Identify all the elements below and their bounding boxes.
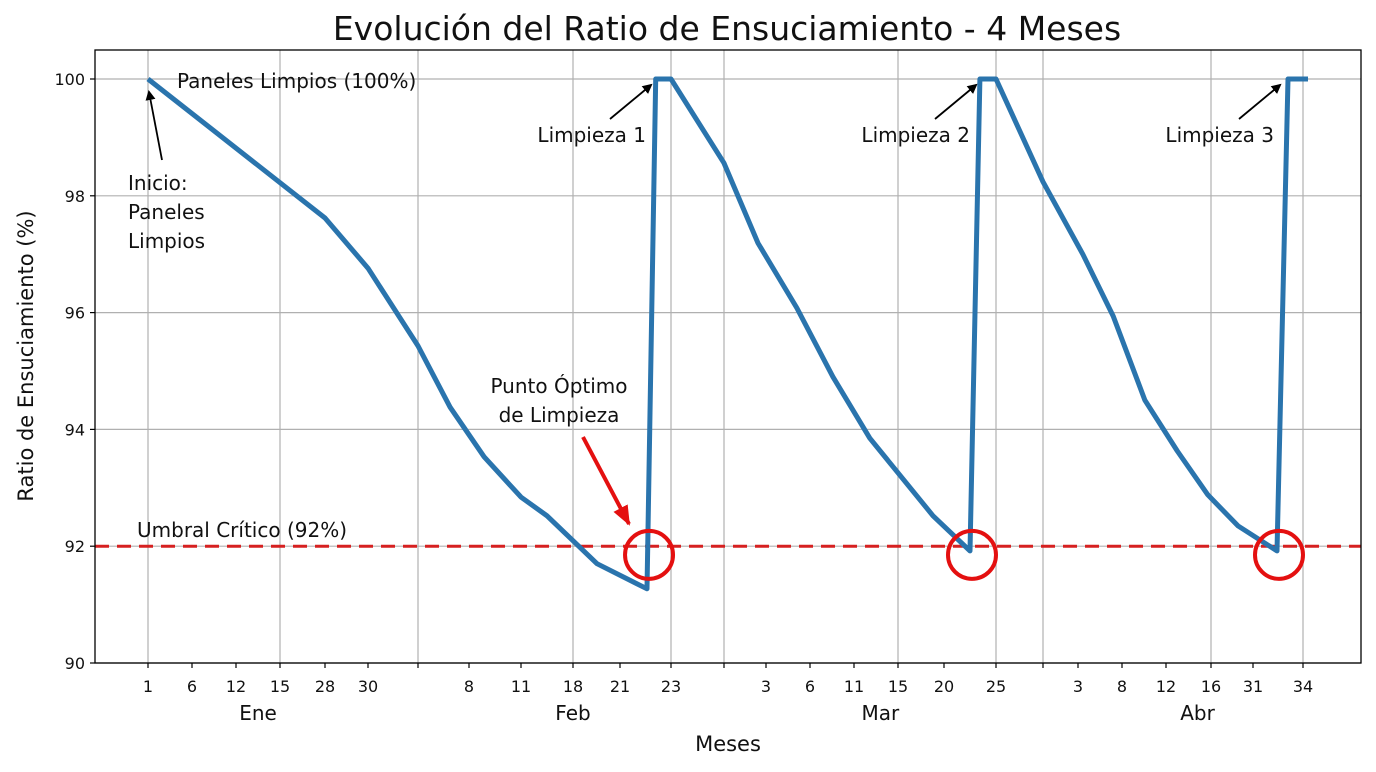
y-tick-label: 98: [65, 187, 85, 206]
x-tick-label: 31: [1243, 677, 1263, 696]
x-tick-label: 25: [986, 677, 1006, 696]
x-tick-label: 15: [270, 677, 290, 696]
x-tick-label: 18: [563, 677, 583, 696]
annotation-cleaning-3: Limpieza 3: [1165, 123, 1274, 147]
month-label: Mar: [862, 701, 901, 725]
x-tick-label: 11: [844, 677, 864, 696]
annotation-start-3: Limpios: [128, 229, 205, 253]
start-arrow: [149, 92, 162, 160]
x-tick-label: 3: [761, 677, 771, 696]
annotation-optimal-1: Punto Óptimo: [490, 374, 627, 398]
y-tick-label: 100: [54, 70, 85, 89]
x-tick-label: 12: [1156, 677, 1176, 696]
optimal-arrow: [583, 437, 629, 524]
x-tick-label: 11: [511, 677, 531, 696]
x-tick-label: 6: [805, 677, 815, 696]
x-tick-label: 6: [187, 677, 197, 696]
x-tick-label: 28: [315, 677, 335, 696]
x-tick-label: 3: [1073, 677, 1083, 696]
x-tick-label: 15: [888, 677, 908, 696]
x-axis-label: Meses: [695, 732, 761, 756]
x-tick-label: 20: [934, 677, 954, 696]
annotation-cleaning-1: Limpieza 1: [537, 123, 646, 147]
x-tick-label: 21: [610, 677, 630, 696]
x-tick-label: 1: [143, 677, 153, 696]
month-label: Ene: [239, 701, 277, 725]
y-tick-label: 96: [65, 304, 85, 323]
threshold-label: Umbral Crítico (92%): [137, 518, 347, 542]
month-label: Abr: [1180, 701, 1215, 725]
series: [148, 79, 1308, 589]
cleaning-1-arrow: [610, 85, 651, 119]
y-axis: 90 92 94 96 98 100: [54, 70, 95, 673]
cleaning-3-arrow: [1239, 85, 1280, 119]
y-tick-label: 94: [65, 420, 85, 439]
cleaning-2-arrow: [935, 85, 976, 119]
x-tick-label: 8: [464, 677, 474, 696]
x-tick-label: 34: [1293, 677, 1313, 696]
x-tick-label: 12: [226, 677, 246, 696]
y-axis-label: Ratio de Ensuciamiento (%): [14, 210, 38, 501]
x-tick-label: 30: [358, 677, 378, 696]
annotation-start-1: Inicio:: [128, 171, 188, 195]
chart-title: Evolución del Ratio de Ensuciamiento - 4…: [333, 9, 1121, 48]
series-line: [148, 79, 1308, 589]
month-label: Feb: [555, 701, 590, 725]
y-tick-label: 92: [65, 537, 85, 556]
annotation-start-2: Paneles: [128, 200, 205, 224]
annotation-cleaning-2: Limpieza 2: [861, 123, 970, 147]
x-tick-label: 16: [1201, 677, 1221, 696]
annotation-clean-label: Paneles Limpios (100%): [177, 69, 416, 93]
x-tick-label: 23: [661, 677, 681, 696]
x-tick-label: 8: [1117, 677, 1127, 696]
annotation-optimal-2: de Limpieza: [499, 403, 620, 427]
highlight-circles: [625, 531, 1303, 579]
y-tick-label: 90: [65, 654, 85, 673]
